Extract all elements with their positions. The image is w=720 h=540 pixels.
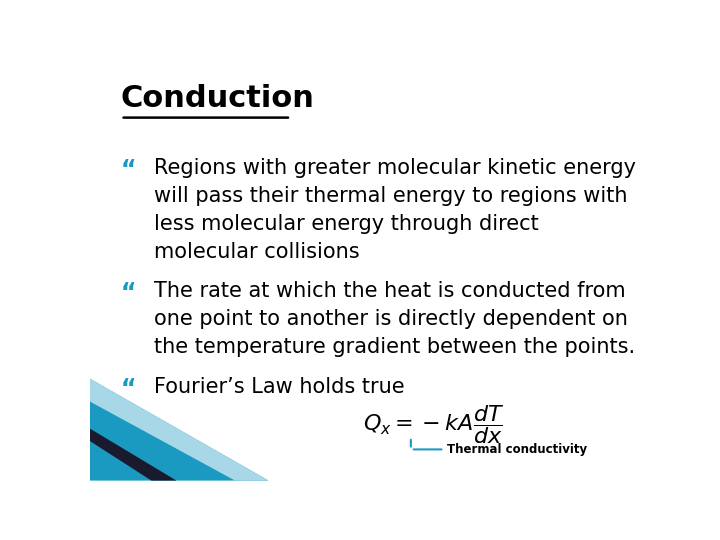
Text: Conduction: Conduction [121, 84, 315, 112]
Text: “: “ [121, 281, 136, 305]
Text: $Q_x = -kA\dfrac{dT}{dx}$: $Q_x = -kA\dfrac{dT}{dx}$ [363, 403, 504, 446]
Text: “: “ [121, 158, 136, 183]
Text: Thermal conductivity: Thermal conductivity [447, 443, 588, 456]
Text: “: “ [121, 377, 136, 401]
Polygon shape [90, 379, 269, 481]
Text: Fourier’s Law holds true: Fourier’s Law holds true [154, 377, 405, 397]
Polygon shape [90, 429, 176, 481]
Text: Regions with greater molecular kinetic energy
will pass their thermal energy to : Regions with greater molecular kinetic e… [154, 158, 636, 262]
Polygon shape [90, 379, 269, 481]
Text: The rate at which the heat is conducted from
one point to another is directly de: The rate at which the heat is conducted … [154, 281, 635, 357]
